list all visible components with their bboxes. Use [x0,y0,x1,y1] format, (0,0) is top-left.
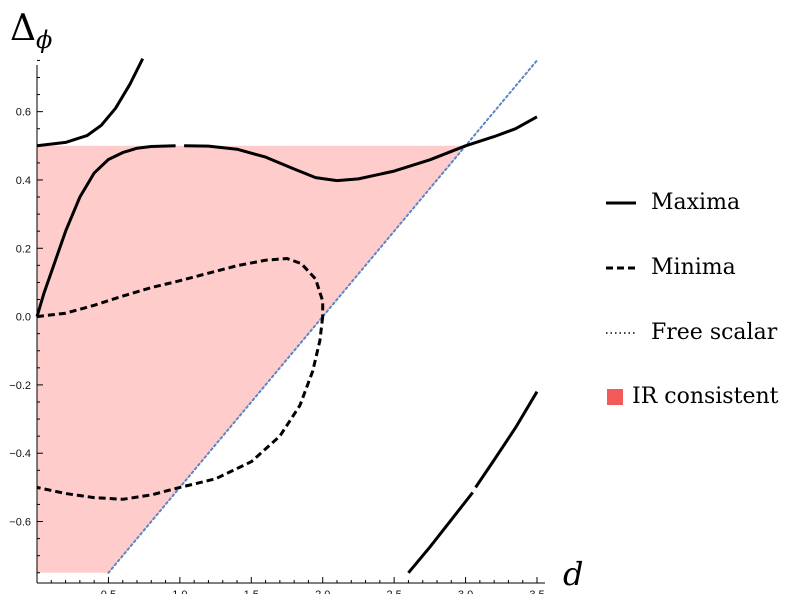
region-layer [37,145,466,573]
y-axis-title: Δϕ [10,8,52,54]
maxima-curve-4 [407,491,474,574]
legend-item-minima: Minima [606,255,736,280]
y-tick-label: 0.0 [16,312,31,324]
series-layer [35,58,539,574]
legend-item-ir-consistent: IR consistent [607,384,779,409]
legend-ir-consistent-swatch [607,389,623,405]
x-tick-label: 1.5 [244,589,259,594]
maxima-curve-5 [474,390,539,489]
x-tick-label: 2.0 [315,589,330,594]
x-tick-label: 0.5 [101,589,116,594]
x-axis-title: d [563,555,583,593]
ir-consistent-region [37,145,466,573]
y-axis-title-main: Δ [10,8,36,49]
legend-item-free-scalar: Free scalar [606,320,778,345]
y-tick-label: 0.4 [16,175,31,187]
x-tick-label: 3.5 [529,589,544,594]
maxima-curve-1 [36,58,145,148]
maxima-curve-3 [184,115,538,183]
y-tick-label: −0.4 [9,448,31,460]
legend-item-maxima: Maxima [606,190,740,215]
minima-curve-6 [36,257,325,319]
y-tick-label: −0.6 [9,517,31,529]
x-tick-label: 2.5 [386,589,401,594]
y-tick-label: 0.6 [16,107,31,119]
maxima-curve-2 [35,144,176,318]
legend: Maxima Minima Free scalar IR consistent [606,190,779,409]
y-tick-label: −0.2 [9,380,31,392]
legend-minima-label: Minima [651,255,736,280]
x-tick-label: 1.0 [172,589,187,594]
x-tick-label: 3.0 [458,589,473,594]
legend-maxima-label: Maxima [651,190,740,215]
y-tick-label: 0.2 [16,243,31,255]
legend-ir-consistent-label: IR consistent [632,384,779,409]
y-axis-title-sub: ϕ [36,26,52,54]
minima-curve-7 [36,316,325,501]
ticks-layer: 0.5 1.0 1.5 2.0 2.5 3.0 3.5 0.6 0.4 0.2 0.0 −0.2 −0.… [9,59,545,594]
legend-free-scalar-label: Free scalar [651,320,778,345]
axis-layer [36,65,545,584]
